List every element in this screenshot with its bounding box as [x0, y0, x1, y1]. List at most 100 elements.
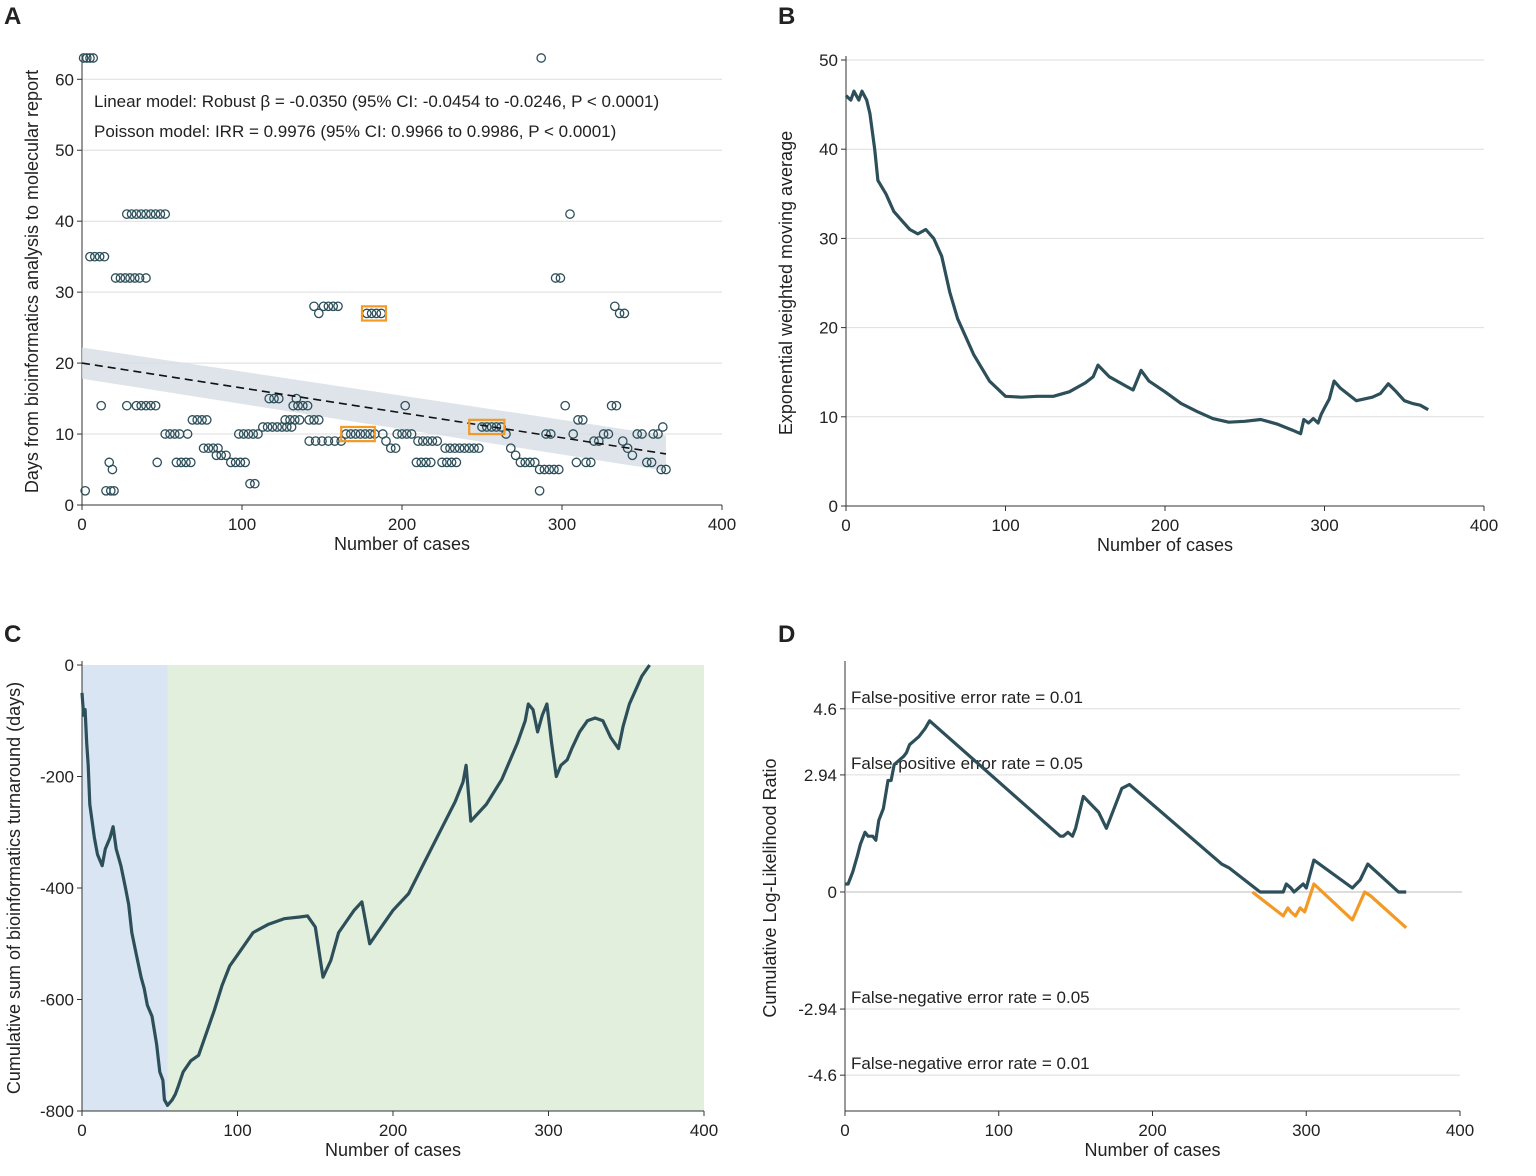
panel-d-lc-cusum: 4.6 2.94 0 -2.94 -4.6 0 100 200 300 400 Number of … — [760, 661, 1474, 1160]
model-annotation: Poisson model: IRR = 0.9976 (95% CI: 0.9… — [94, 122, 616, 141]
data-point — [481, 422, 492, 432]
y-tick-label: -600 — [40, 991, 74, 1010]
data-point — [107, 464, 118, 475]
data-point — [577, 415, 588, 425]
data-point — [109, 485, 119, 496]
data-point — [313, 415, 324, 425]
data-point — [328, 301, 339, 312]
regression-line — [81, 362, 667, 455]
data-point — [536, 53, 547, 63]
data-point — [432, 436, 443, 446]
data-point — [318, 301, 329, 312]
data-point — [510, 450, 521, 461]
data-point — [317, 436, 327, 446]
data-point — [323, 436, 334, 446]
data-point — [491, 422, 502, 432]
x-tick-label: 100 — [228, 515, 256, 534]
data-point — [544, 464, 555, 475]
x-tick-label: 0 — [840, 1121, 849, 1140]
data-point — [85, 53, 95, 63]
data-point — [656, 464, 667, 475]
x-tick-label: 400 — [1446, 1121, 1474, 1140]
model-annotation: Linear model: Robust β = -0.0350 (95% CI… — [94, 92, 659, 111]
data-point — [534, 464, 545, 475]
data-point — [581, 457, 591, 468]
y-tick-label: 10 — [55, 425, 74, 444]
data-point — [445, 443, 455, 454]
x-tick-label: 100 — [223, 1121, 251, 1140]
data-point — [304, 436, 315, 446]
data-point — [297, 400, 308, 411]
data-point — [131, 400, 142, 411]
data-point — [134, 273, 145, 283]
data-point — [534, 485, 545, 496]
data-point — [637, 429, 647, 439]
data-point — [385, 443, 396, 454]
data-point — [329, 436, 340, 446]
y-tick-label: -2.94 — [798, 1000, 837, 1019]
x-axis-title: Number of cases — [325, 1140, 461, 1160]
data-point — [598, 429, 609, 439]
data-point — [309, 301, 319, 312]
highlight-box — [360, 305, 388, 322]
data-point — [291, 393, 302, 404]
data-point — [619, 308, 630, 319]
panel-label-d: D — [778, 621, 795, 648]
data-point — [121, 209, 132, 219]
data-point — [614, 308, 625, 319]
data-point — [216, 450, 227, 461]
data-point — [422, 436, 433, 446]
data-point — [203, 443, 214, 454]
data-point — [238, 429, 249, 439]
data-point — [280, 415, 291, 425]
data-point — [573, 415, 583, 425]
data-point — [529, 457, 540, 468]
data-point — [99, 251, 110, 262]
x-tick-label: 300 — [1292, 1121, 1320, 1140]
data-point — [553, 464, 564, 475]
data-point — [267, 422, 278, 432]
data-point — [568, 429, 579, 439]
data-point — [550, 273, 561, 283]
data-point — [293, 400, 303, 411]
data-point — [525, 457, 535, 468]
data-point — [152, 457, 163, 468]
data-point — [211, 450, 222, 461]
data-point — [187, 415, 198, 425]
data-point — [627, 450, 638, 461]
data-point — [120, 273, 131, 283]
data-point — [304, 415, 315, 425]
data-point — [235, 457, 246, 468]
data-point — [565, 209, 575, 219]
y-tick-label: 4.6 — [813, 700, 837, 719]
y-tick-label: 10 — [819, 408, 838, 427]
x-tick-label: 100 — [985, 1121, 1013, 1140]
data-point — [243, 429, 254, 439]
data-point — [89, 251, 100, 262]
data-point — [105, 485, 116, 496]
data-point — [249, 478, 260, 489]
threshold-label: False-positive error rate = 0.01 — [851, 688, 1083, 707]
x-tick-label: 0 — [77, 1121, 86, 1140]
highlight-box — [468, 418, 506, 436]
y-tick-label: 40 — [55, 212, 74, 231]
data-point — [160, 209, 171, 219]
data-point — [302, 400, 313, 411]
llr-reset-line — [1251, 882, 1408, 929]
data-point — [366, 308, 377, 319]
data-point — [333, 301, 343, 312]
highlight-box — [340, 425, 376, 443]
data-point — [262, 422, 273, 432]
data-point — [541, 429, 551, 439]
data-point — [406, 429, 417, 439]
y-axis-title: Days from bioinformatics analysis to mol… — [22, 70, 42, 493]
data-point — [469, 443, 479, 454]
threshold-label: False-negative error rate = 0.01 — [851, 1054, 1090, 1073]
confidence-band — [82, 347, 666, 471]
data-point — [221, 450, 231, 461]
cusum-line — [80, 664, 651, 1107]
data-point — [505, 443, 516, 454]
x-tick-label: 300 — [1310, 516, 1338, 535]
data-point — [323, 301, 334, 312]
data-point — [313, 308, 324, 319]
